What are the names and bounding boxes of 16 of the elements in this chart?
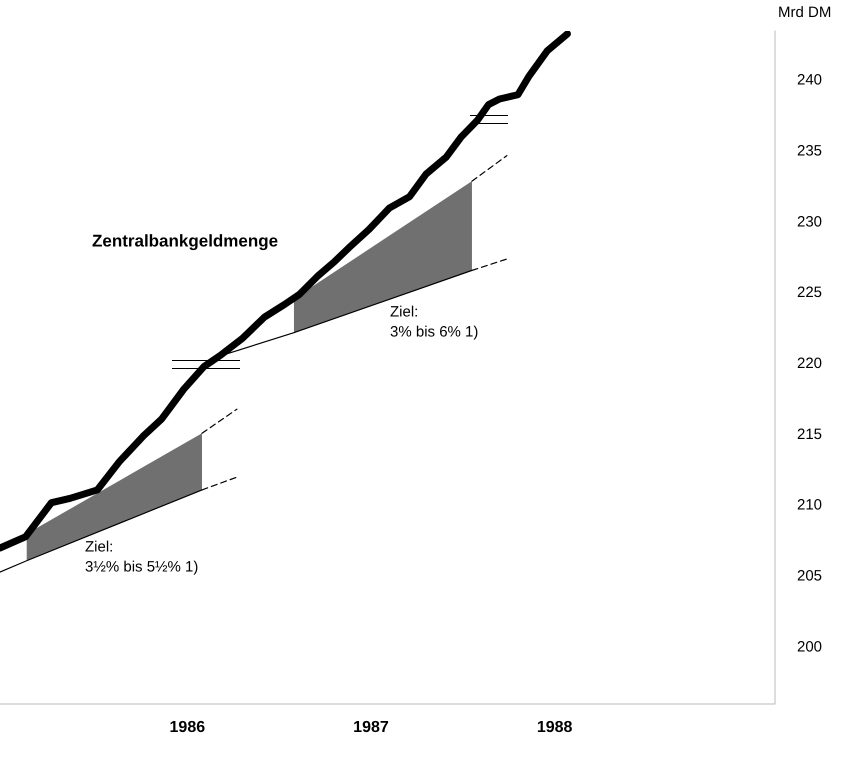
y-tick-label: 235: [797, 142, 822, 160]
x-tick-label: 1987: [353, 718, 389, 736]
y-tick-label: 210: [797, 496, 822, 514]
x-tick-label: 1986: [170, 718, 206, 736]
text: Zentralbankgeldmenge: [92, 232, 278, 251]
x-tick-label: 1988: [536, 718, 573, 736]
y-tick-label: 205: [797, 567, 822, 584]
annotation: Ziel: 3½% bis 5½% 1): [85, 538, 198, 576]
y-axis-title: Mrd DM: [778, 4, 832, 22]
y-tick-label: 225: [797, 284, 822, 302]
annotation: Ziel: 3% bis 6% 1): [390, 304, 478, 341]
y-tick-label: 200: [797, 638, 822, 656]
y-tick-label: 215: [797, 426, 822, 443]
y-tick-label: 240: [797, 72, 822, 89]
y-tick-label: 230: [797, 213, 822, 230]
y-tick-label: 220: [797, 355, 822, 372]
